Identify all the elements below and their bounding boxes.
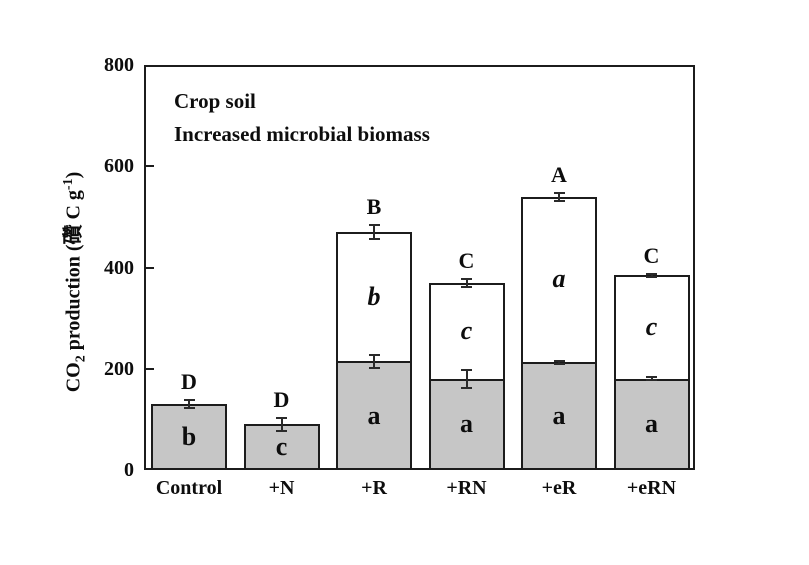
error-bar-cap bbox=[276, 430, 287, 433]
white-segment-letter: c bbox=[645, 311, 658, 341]
error-bar-cap bbox=[553, 191, 565, 194]
error-bar bbox=[461, 368, 472, 389]
plot-annotation: Crop soil Increased microbial biomass bbox=[174, 85, 430, 151]
error-bar-line bbox=[188, 399, 190, 410]
bar-white-segment bbox=[521, 196, 597, 365]
error-bar bbox=[553, 191, 565, 202]
error-bar-line bbox=[558, 359, 560, 365]
group-significance-letter: C bbox=[458, 247, 475, 273]
error-bar-line bbox=[465, 368, 468, 389]
gray-segment-letter: a bbox=[460, 409, 473, 439]
group-significance-letter: C bbox=[643, 242, 660, 268]
group-significance-letter: D bbox=[181, 369, 197, 395]
error-bar bbox=[368, 224, 380, 240]
error-bar bbox=[646, 272, 657, 278]
gray-segment-letter: c bbox=[275, 432, 288, 462]
y-tick-label: 600 bbox=[104, 155, 134, 178]
error-bar-cap bbox=[368, 353, 380, 356]
bar-gray-segment bbox=[521, 362, 597, 470]
y-tick-label: 400 bbox=[104, 256, 134, 279]
error-bar-cap bbox=[461, 368, 472, 371]
gray-segment-letter: a bbox=[645, 409, 658, 439]
x-tick-label: +eR bbox=[541, 477, 577, 499]
error-bar-line bbox=[558, 191, 560, 202]
error-bar-line bbox=[650, 376, 653, 382]
error-bar-cap bbox=[461, 285, 472, 288]
bar-gray-segment bbox=[613, 378, 690, 470]
gray-segment-letter: a bbox=[367, 400, 381, 430]
y-tick-mark bbox=[146, 165, 154, 168]
error-bar-line bbox=[280, 416, 283, 433]
white-segment-letter: a bbox=[552, 264, 566, 294]
error-bar-cap bbox=[646, 376, 657, 379]
y-tick-label: 800 bbox=[104, 54, 134, 76]
error-bar-line bbox=[465, 277, 468, 288]
annotation-line-2: Increased microbial biomass bbox=[174, 122, 430, 146]
annotation-line-1: Crop soil bbox=[174, 89, 256, 113]
error-bar-cap bbox=[553, 199, 565, 202]
group-significance-letter: B bbox=[366, 194, 382, 220]
error-bar bbox=[183, 399, 195, 410]
y-title-superscript: -1 bbox=[60, 178, 76, 191]
error-bar bbox=[646, 376, 657, 382]
plot-area: Crop soil Increased microbial biomass b D… bbox=[144, 65, 695, 470]
error-bar bbox=[461, 277, 472, 288]
error-bar-line bbox=[650, 272, 653, 278]
error-bar-line bbox=[373, 353, 375, 369]
error-bar-cap bbox=[553, 362, 565, 365]
y-tick-mark bbox=[146, 367, 154, 370]
error-bar-cap bbox=[553, 359, 565, 362]
error-bar-cap bbox=[368, 366, 380, 369]
x-tick-label: +RN bbox=[446, 477, 487, 499]
gray-segment-letter: a bbox=[552, 401, 566, 431]
bar-gray-segment bbox=[336, 361, 412, 470]
error-bar-cap bbox=[461, 277, 472, 280]
x-tick-label: Control bbox=[155, 477, 223, 499]
error-bar-cap bbox=[646, 379, 657, 382]
x-tick-label: +N bbox=[268, 477, 295, 499]
error-bar-cap bbox=[461, 387, 472, 389]
bar-white-segment bbox=[428, 282, 505, 381]
group-significance-letter: A bbox=[551, 161, 567, 187]
group-significance-letter: D bbox=[273, 386, 290, 412]
white-segment-letter: b bbox=[367, 281, 381, 311]
error-bar-cap bbox=[368, 224, 380, 227]
x-tick-label: +eRN bbox=[626, 477, 677, 499]
error-bar-cap bbox=[368, 237, 380, 240]
error-bar bbox=[368, 353, 380, 369]
error-bar-cap bbox=[183, 399, 195, 402]
error-bar-line bbox=[373, 224, 375, 240]
error-bar-cap bbox=[276, 416, 287, 419]
y-tick-mark bbox=[146, 266, 154, 269]
error-bar bbox=[276, 416, 287, 433]
error-bar-cap bbox=[183, 407, 195, 410]
error-bar-cap bbox=[646, 272, 657, 275]
error-bar-cap bbox=[646, 275, 657, 278]
y-tick-label: 200 bbox=[104, 357, 134, 380]
gray-segment-letter: b bbox=[181, 422, 197, 452]
y-tick-label: 0 bbox=[124, 459, 134, 481]
error-bar bbox=[553, 359, 565, 365]
bar-white-segment bbox=[336, 232, 412, 364]
x-tick-label: +R bbox=[361, 477, 387, 499]
white-segment-letter: c bbox=[460, 315, 473, 345]
